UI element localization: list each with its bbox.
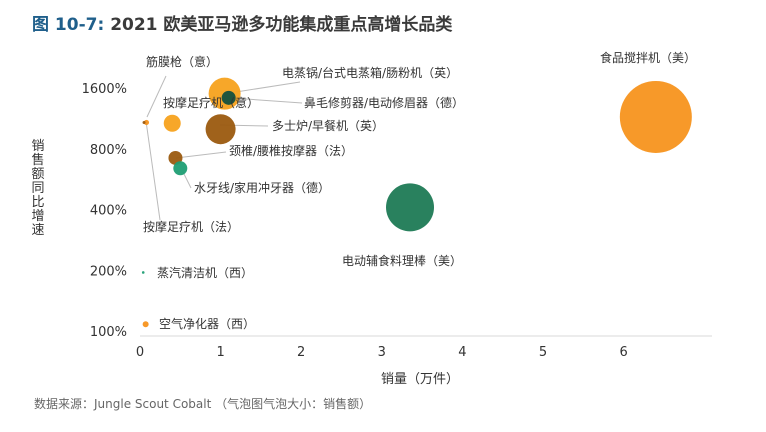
bubble-label: 鼻毛修剪器/电动修眉器（德） bbox=[304, 95, 464, 110]
bubble bbox=[173, 161, 188, 176]
x-tick-label: 3 bbox=[378, 345, 386, 360]
bubble-label: 按摩足疗机（法） bbox=[143, 219, 239, 234]
figure-number: 图 10-7: bbox=[32, 15, 105, 35]
chart-axes: 0 1 2 3 4 5 6 100% 200% 400% 800% 1600% bbox=[82, 82, 712, 360]
bubble bbox=[619, 80, 692, 153]
y-tick-label: 800% bbox=[90, 143, 127, 158]
bubble bbox=[142, 120, 146, 124]
bubble bbox=[143, 119, 150, 126]
bubble bbox=[386, 183, 435, 232]
bubble bbox=[142, 321, 149, 328]
y-tick-label: 100% bbox=[90, 325, 127, 340]
leader-line bbox=[146, 75, 167, 118]
leader-line bbox=[235, 81, 301, 93]
x-tick-label: 6 bbox=[619, 345, 627, 360]
bubble-label: 按摩足疗机（意） bbox=[163, 95, 259, 110]
x-tick-label: 1 bbox=[216, 345, 224, 360]
bubble-label: 颈椎/腰椎按摩器（法） bbox=[229, 143, 353, 158]
x-tick-label: 4 bbox=[458, 345, 466, 360]
bubble-label: 空气净化器（西） bbox=[159, 316, 255, 331]
bubble-label: 蒸汽清洁机（西） bbox=[157, 265, 253, 280]
leader-line bbox=[182, 171, 192, 189]
bubble bbox=[141, 271, 145, 274]
chart-title: 图 10-7: 2021 欧美亚马逊多功能集成重点高增长品类 bbox=[32, 10, 452, 35]
bubble-label: 电蒸锅/台式电蒸箱/肠粉机（英） bbox=[282, 65, 458, 80]
x-axis-label: 销量（万件） bbox=[381, 372, 459, 387]
x-tick-label: 5 bbox=[539, 345, 547, 360]
y-tick-label: 200% bbox=[90, 264, 127, 279]
figure-title: 2021 欧美亚马逊多功能集成重点高增长品类 bbox=[110, 15, 453, 35]
bubble-label: 筋膜枪（意） bbox=[146, 54, 218, 69]
leader-lines bbox=[145, 75, 303, 221]
bubble-labels: 食品搅拌机（美） 电动辅食料理棒（美） 电蒸锅/台式电蒸箱/肠粉机（英） 鼻毛修剪器/… bbox=[143, 50, 696, 331]
bubble-label: 水牙线/家用冲牙器（德） bbox=[194, 180, 330, 195]
leader-line bbox=[231, 97, 303, 104]
y-tick-label: 1600% bbox=[82, 82, 127, 97]
bubbles bbox=[141, 77, 692, 328]
bubble-label: 食品搅拌机（美） bbox=[600, 50, 696, 65]
x-tick-label: 2 bbox=[297, 345, 305, 360]
y-axis-label: 销售额同比增速 bbox=[31, 139, 44, 238]
bubble-label: 多士炉/早餐机（英） bbox=[272, 118, 384, 133]
bubble bbox=[205, 114, 236, 145]
bubble-label: 电动辅食料理棒（美） bbox=[342, 253, 462, 268]
leader-line bbox=[175, 151, 227, 159]
x-tick-label: 0 bbox=[136, 345, 144, 360]
bubble bbox=[221, 90, 236, 105]
bubble bbox=[163, 114, 181, 132]
leader-line bbox=[145, 120, 161, 221]
source-note: 数据来源：Jungle Scout Cobalt （气泡图气泡大小：销售额） bbox=[34, 397, 372, 411]
y-tick-label: 400% bbox=[90, 204, 127, 219]
